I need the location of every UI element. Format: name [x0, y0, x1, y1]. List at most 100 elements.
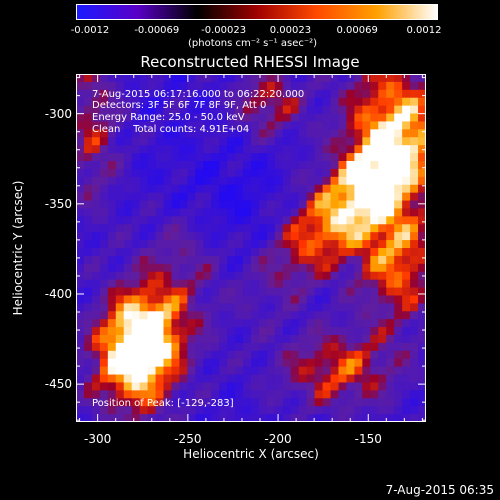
heatmap-cell: [306, 161, 316, 170]
heatmap-cell: [306, 74, 316, 83]
heatmap-cell: [410, 97, 419, 107]
heatmap-cell: [131, 406, 141, 415]
heatmap-cell: [179, 342, 188, 352]
heatmap-cell: [76, 168, 85, 178]
heatmap-cell: [171, 97, 180, 107]
heatmap-cell: [354, 137, 363, 146]
heatmap-cell: [282, 184, 292, 194]
heatmap-cell: [123, 295, 133, 304]
heatmap-cell: [76, 74, 85, 83]
heatmap-cell: [179, 105, 188, 114]
heatmap-cell: [298, 81, 308, 91]
heatmap-cell: [274, 279, 284, 288]
heatmap-cell: [394, 358, 403, 368]
heatmap-cell: [378, 145, 387, 154]
heatmap-cell: [290, 374, 300, 383]
heatmap-cell: [147, 398, 156, 407]
heatmap-cell: [115, 263, 125, 273]
heatmap-cell: [107, 398, 117, 407]
heatmap-cell: [418, 382, 426, 391]
heatmap-cell: [290, 224, 300, 233]
heatmap-cell: [330, 303, 339, 312]
heatmap-cell: [155, 137, 164, 146]
heatmap-cell: [274, 161, 284, 170]
heatmap-cell: [290, 105, 300, 114]
heatmap-cell: [362, 121, 371, 130]
heatmap-cell: [123, 382, 133, 391]
heatmap-cell: [258, 374, 268, 383]
heatmap-cell: [354, 121, 363, 130]
heatmap-cell: [410, 184, 419, 194]
heatmap-cell: [115, 414, 125, 422]
heatmap-cell: [187, 382, 196, 391]
heatmap-cell: [290, 279, 300, 288]
heatmap-cell: [266, 105, 276, 114]
heatmap-cell: [219, 311, 228, 320]
heatmap-cell: [171, 89, 180, 99]
heatmap-cell: [290, 406, 300, 415]
heatmap-cell: [155, 192, 164, 201]
heatmap-cell: [179, 398, 188, 407]
heatmap-cell: [402, 319, 411, 328]
heatmap-cell: [370, 374, 379, 383]
heatmap-cell: [418, 255, 426, 265]
heatmap-cell: [314, 161, 323, 170]
heatmap-cell: [258, 382, 268, 391]
heatmap-cell: [211, 216, 220, 225]
heatmap-cell: [227, 398, 236, 407]
heatmap-cell: [243, 216, 252, 225]
heatmap-cell: [386, 153, 395, 162]
heatmap-cell: [386, 303, 395, 312]
heatmap-cell: [354, 327, 363, 336]
heatmap-cell: [274, 311, 284, 320]
colorbar-units: (photons cm⁻² s⁻¹ asec⁻²): [188, 38, 318, 49]
heatmap-cell: [290, 176, 300, 186]
heatmap-cell: [322, 137, 331, 146]
heatmap-cell: [171, 287, 180, 296]
heatmap-cell: [76, 129, 85, 138]
heatmap-cell: [115, 350, 125, 360]
heatmap-cell: [131, 200, 141, 209]
heatmap-cell: [322, 366, 331, 375]
heatmap-cell: [211, 192, 220, 201]
heatmap-cell: [282, 382, 292, 391]
heatmap-cell: [290, 414, 300, 422]
heatmap-cell: [171, 390, 180, 399]
heatmap-cell: [115, 327, 125, 336]
heatmap-cell: [386, 89, 395, 99]
heatmap-cell: [370, 263, 379, 273]
heatmap-cell: [266, 248, 276, 257]
heatmap-cell: [91, 382, 101, 391]
heatmap-cell: [338, 74, 347, 83]
heatmap-cell: [147, 350, 156, 360]
heatmap-cell: [235, 295, 244, 304]
heatmap-cell: [203, 358, 212, 368]
heatmap-cell: [147, 232, 156, 241]
heatmap-cell: [322, 153, 331, 162]
heatmap-cell: [418, 161, 426, 170]
heatmap-cell: [282, 200, 292, 209]
heatmap-cell: [330, 374, 339, 383]
heatmap-cell: [131, 224, 141, 233]
heatmap-cell: [386, 327, 395, 336]
heatmap-cell: [115, 319, 125, 328]
heatmap-cell: [123, 255, 133, 265]
heatmap-cell: [258, 303, 268, 312]
heatmap-cell: [115, 145, 125, 154]
heatmap-cell: [394, 208, 403, 217]
heatmap-cell: [147, 390, 156, 399]
heatmap-cell: [83, 145, 93, 154]
heatmap-cell: [290, 89, 300, 99]
heatmap-cell: [386, 406, 395, 415]
heatmap-cell: [410, 263, 419, 273]
heatmap-cell: [314, 366, 323, 375]
heatmap-cell: [187, 153, 196, 162]
heatmap-cell: [306, 366, 316, 375]
heatmap-cell: [306, 121, 316, 130]
heatmap-cell: [115, 311, 125, 320]
heatmap-cell: [155, 121, 164, 130]
heatmap-cell: [290, 398, 300, 407]
heatmap-cell: [107, 255, 117, 265]
heatmap-cell: [243, 319, 252, 328]
heatmap-cell: [179, 176, 188, 186]
